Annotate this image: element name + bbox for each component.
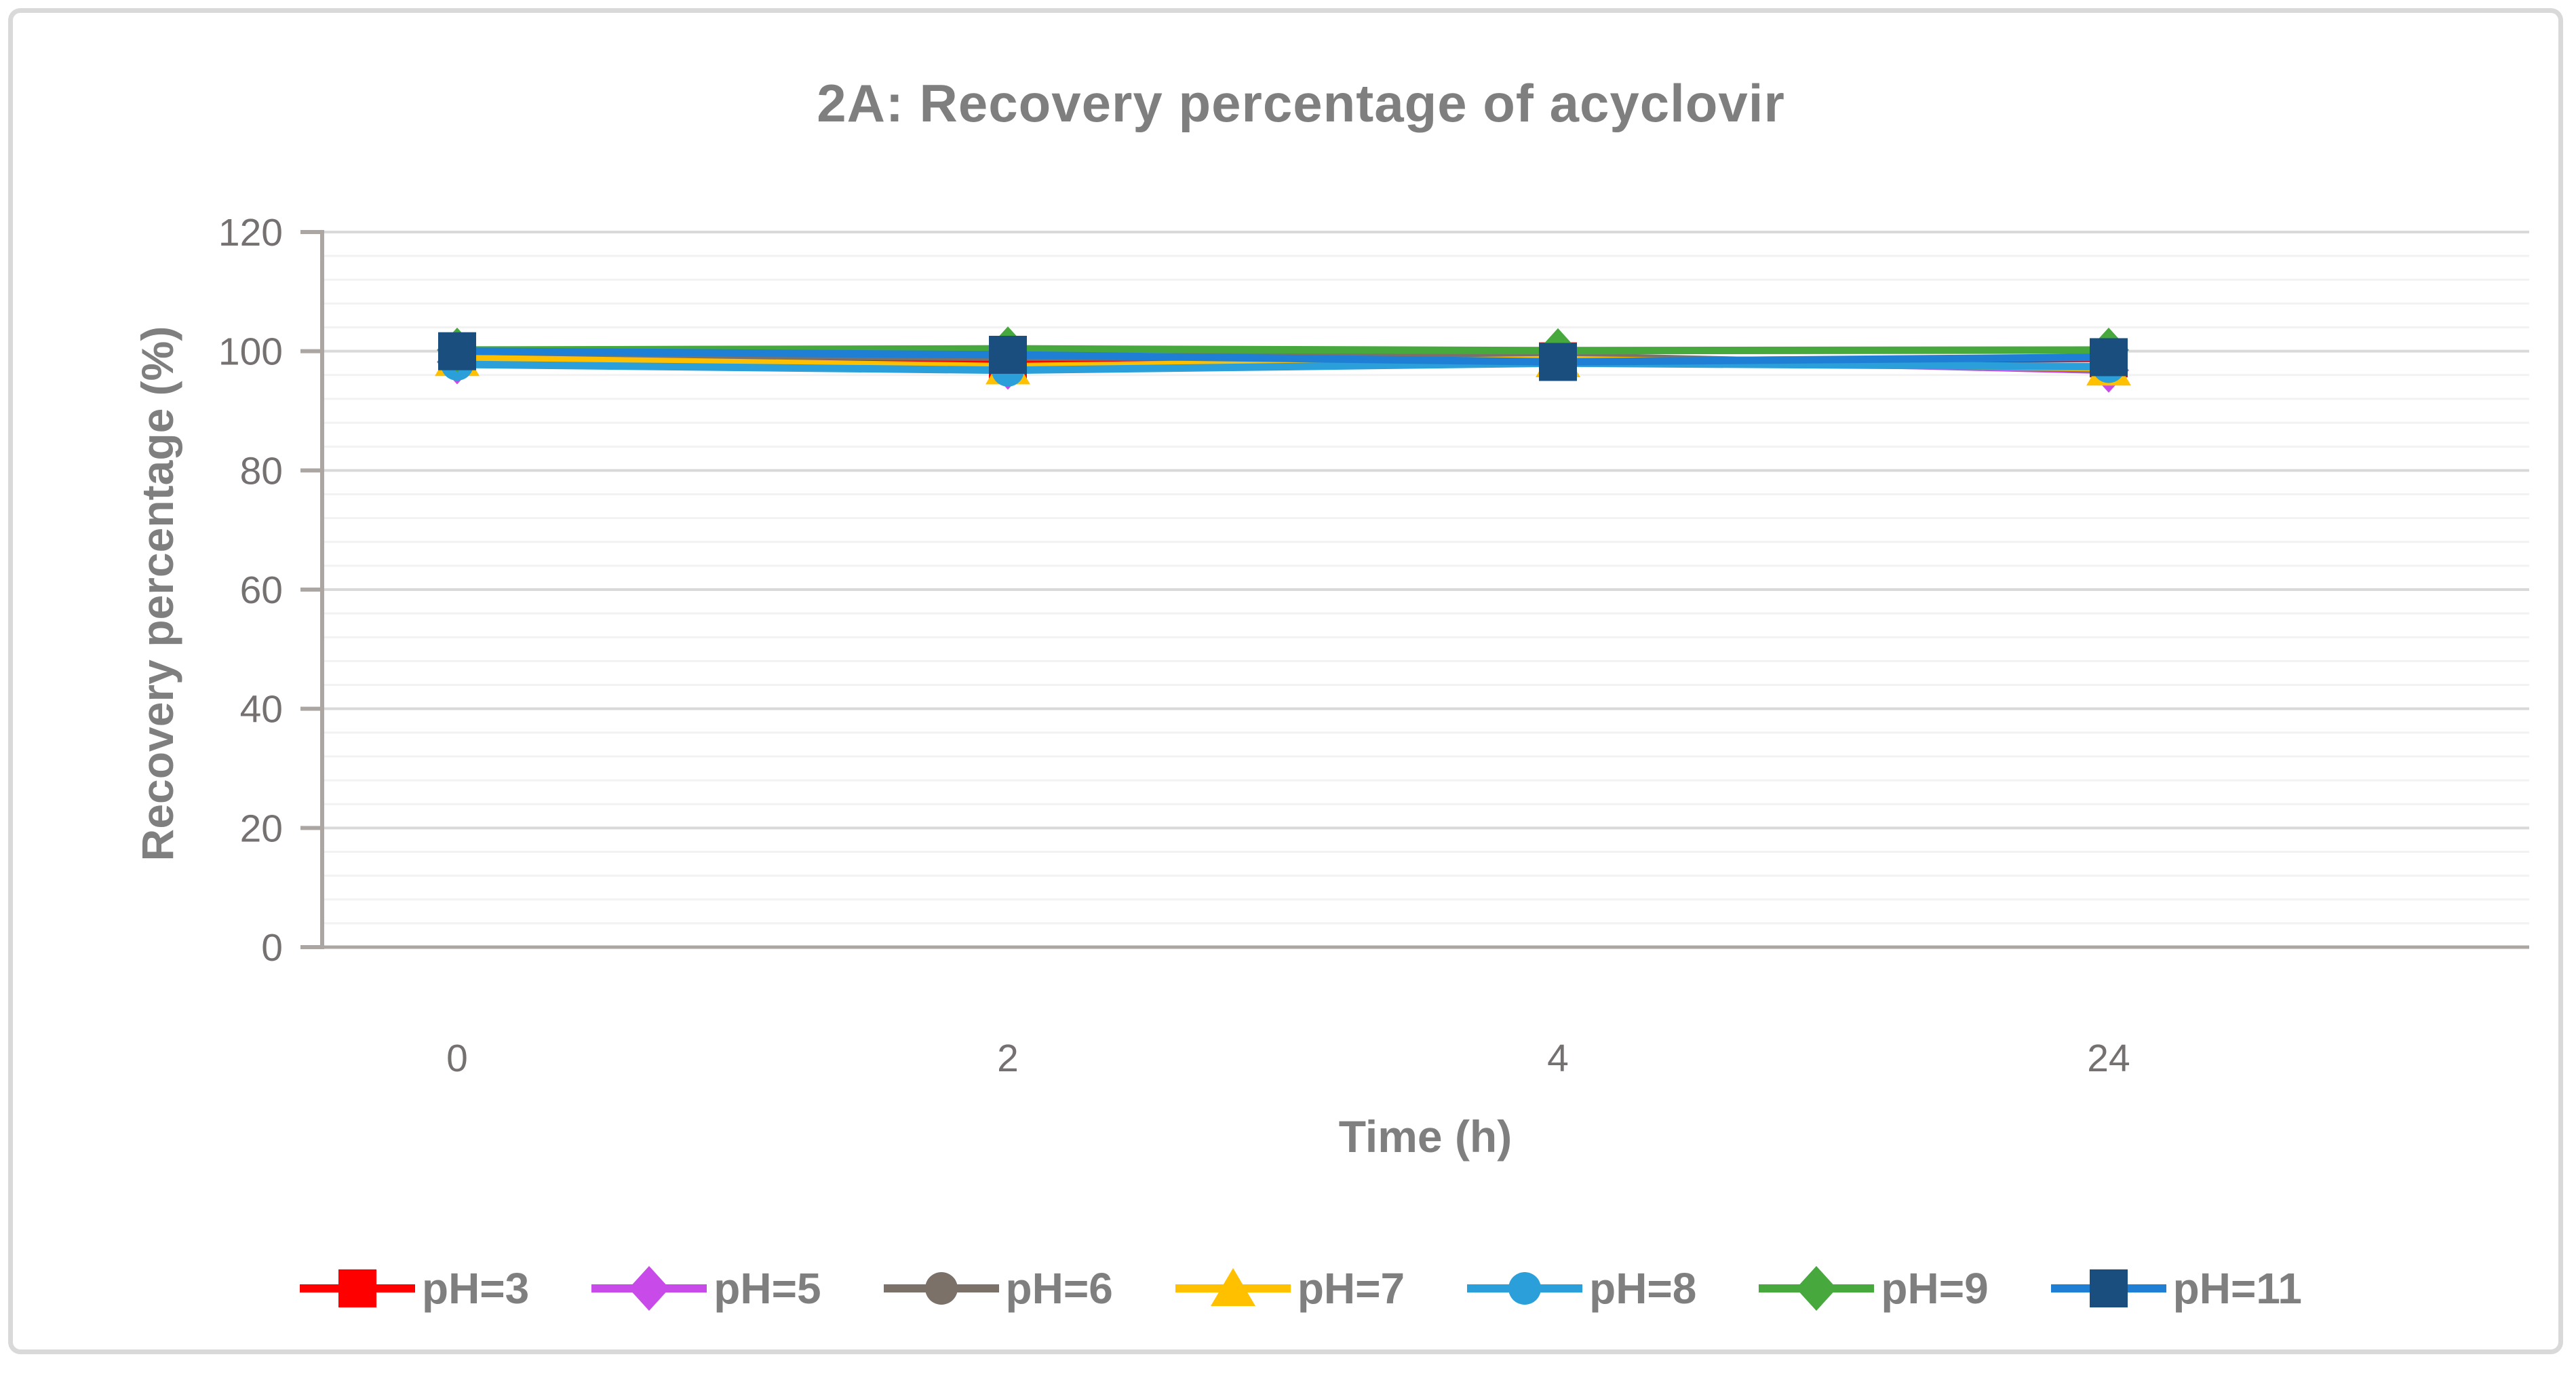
- square-marker-icon: [338, 1269, 376, 1307]
- data-point-marker-pH=11: [1539, 343, 1577, 381]
- chart-canvas: 0 20 40 60 80 100 120 0 2 4 24 2A: Recovery percen…: [8, 8, 2563, 1354]
- legend-swatch-diamond-icon: [1759, 1266, 1875, 1311]
- chart-title: 2A: Recovery percentage of acyclovir: [817, 73, 1785, 133]
- legend-swatch-circle-icon: [883, 1272, 999, 1305]
- chart-legend: pH=3 pH=5 pH=6 pH=7 pH=8 pH=9 pH=11: [13, 1231, 2576, 1346]
- y-tick-label: 120: [218, 211, 283, 254]
- circle-marker-icon: [924, 1272, 958, 1305]
- legend-swatch-circle-icon: [1467, 1272, 1583, 1305]
- x-tick-label: 2: [997, 1037, 1019, 1080]
- triangle-marker-icon: [1210, 1268, 1255, 1306]
- x-tick-label: 24: [2087, 1037, 2130, 1080]
- legend-item-pH=3: pH=3: [299, 1251, 530, 1326]
- y-tick-label: 0: [261, 926, 283, 970]
- x-tick-label: 0: [446, 1037, 468, 1080]
- series-line-pH=8: [456, 359, 2109, 375]
- legend-label: pH=5: [714, 1264, 821, 1313]
- series-line-pH=11: [456, 347, 2109, 366]
- data-point-marker-pH=11: [2090, 338, 2128, 377]
- legend-label: pH=7: [1297, 1264, 1405, 1313]
- square-marker-icon: [2089, 1269, 2128, 1307]
- y-tick-label: 100: [218, 330, 283, 374]
- legend-item-pH=6: pH=6: [883, 1251, 1113, 1326]
- legend-item-pH=5: pH=5: [591, 1251, 821, 1326]
- legend-item-pH=11: pH=11: [2050, 1251, 2303, 1326]
- legend-label: pH=9: [1881, 1264, 1989, 1313]
- data-point-marker-pH=11: [438, 332, 476, 370]
- legend-label: pH=3: [421, 1264, 530, 1313]
- legend-swatch-square-icon: [2050, 1269, 2166, 1307]
- diamond-marker-icon: [1796, 1266, 1837, 1311]
- legend-label: pH=11: [2172, 1264, 2303, 1313]
- legend-swatch-diamond-icon: [591, 1266, 707, 1311]
- x-tick-label: 4: [1547, 1037, 1569, 1080]
- data-point-marker-pH=11: [989, 335, 1027, 374]
- x-axis-title: Time (h): [1338, 1111, 1513, 1162]
- legend-swatch-square-icon: [299, 1269, 415, 1307]
- diamond-marker-icon: [629, 1266, 670, 1311]
- y-tick-label: 40: [240, 688, 283, 731]
- legend-item-pH=7: pH=7: [1175, 1251, 1405, 1326]
- circle-marker-icon: [1508, 1272, 1542, 1305]
- legend-item-pH=9: pH=9: [1759, 1251, 1989, 1326]
- legend-label: pH=6: [1005, 1264, 1113, 1313]
- y-tick-label: 80: [240, 449, 283, 493]
- y-tick-label: 60: [240, 569, 283, 612]
- y-axis-title: Recovery percentage (%): [132, 326, 182, 862]
- legend-swatch-triangle-icon: [1175, 1268, 1291, 1306]
- legend-label: pH=8: [1589, 1264, 1697, 1313]
- y-tick-label: 20: [240, 807, 283, 850]
- legend-item-pH=8: pH=8: [1467, 1251, 1696, 1326]
